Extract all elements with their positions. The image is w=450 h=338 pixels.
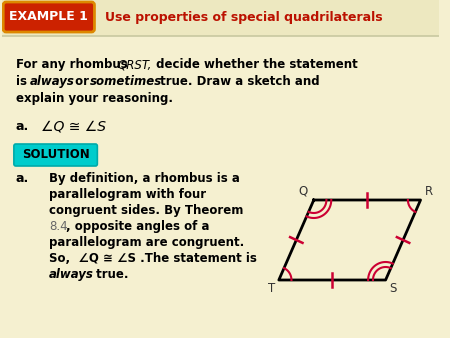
Text: a.: a. <box>16 172 29 185</box>
Text: For any rhombus: For any rhombus <box>16 58 131 71</box>
Text: 8.4: 8.4 <box>49 220 68 233</box>
Text: QRST,: QRST, <box>118 58 152 71</box>
Text: So,  ∠Q ≅ ∠S .The statement is: So, ∠Q ≅ ∠S .The statement is <box>49 252 256 265</box>
Text: Use properties of special quadrilaterals: Use properties of special quadrilaterals <box>105 10 383 24</box>
Text: explain your reasoning.: explain your reasoning. <box>16 92 173 105</box>
Text: parallelogram are congruent.: parallelogram are congruent. <box>49 236 244 249</box>
Text: Q: Q <box>299 185 308 198</box>
Text: a.: a. <box>16 120 29 133</box>
Text: , opposite angles of a: , opposite angles of a <box>66 220 210 233</box>
Text: R: R <box>424 185 432 198</box>
Text: sometimes: sometimes <box>90 75 162 88</box>
Text: ∠Q ≅ ∠S: ∠Q ≅ ∠S <box>41 120 106 134</box>
Text: always: always <box>49 268 94 281</box>
Text: congruent sides. By Theorem: congruent sides. By Theorem <box>49 204 243 217</box>
Text: true. Draw a sketch and: true. Draw a sketch and <box>156 75 319 88</box>
Text: or: or <box>71 75 93 88</box>
FancyBboxPatch shape <box>3 2 94 32</box>
Text: parallelogram with four: parallelogram with four <box>49 188 206 201</box>
Text: By definition, a rhombus is a: By definition, a rhombus is a <box>49 172 240 185</box>
Text: SOLUTION: SOLUTION <box>22 148 90 162</box>
Text: EXAMPLE 1: EXAMPLE 1 <box>9 10 88 24</box>
Text: always: always <box>29 75 74 88</box>
Text: S: S <box>390 282 397 295</box>
Text: decide whether the statement: decide whether the statement <box>152 58 357 71</box>
Bar <box>2 0 439 36</box>
FancyBboxPatch shape <box>14 144 97 166</box>
Text: is: is <box>16 75 31 88</box>
Text: T: T <box>268 282 275 295</box>
Text: true.: true. <box>91 268 128 281</box>
